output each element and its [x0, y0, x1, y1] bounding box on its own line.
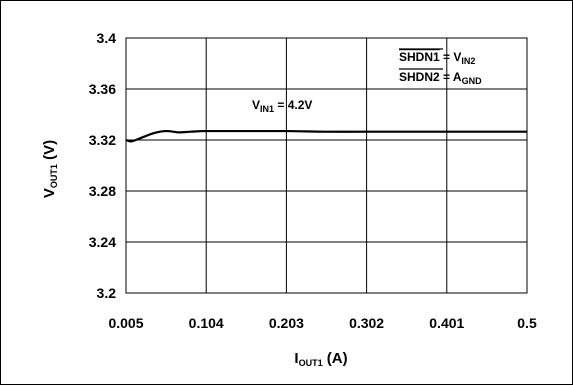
y-tick-label: 3.2	[97, 285, 117, 301]
plot-border	[125, 37, 528, 294]
y-axis-label: VOUT1 (V)	[41, 140, 59, 198]
x-tick-label: 0.005	[108, 315, 143, 331]
annotation-shdn2: SHDN2 = AGND	[399, 70, 482, 86]
x-tick-label: 0.203	[269, 315, 304, 331]
x-tick-label: 0.302	[349, 315, 384, 331]
y-tick-labels: 3.2 3.24 3.28 3.32 3.36 3.4	[89, 30, 116, 301]
x-tick-label: 0.104	[189, 315, 224, 331]
x-tick-label: 0.5	[517, 315, 537, 331]
x-tick-labels: 0.005 0.104 0.203 0.302 0.401 0.5	[108, 315, 536, 331]
y-tick-label: 3.36	[89, 81, 116, 97]
y-tick-label: 3.32	[89, 132, 116, 148]
x-axis-label: IOUT1 (A)	[294, 350, 347, 368]
x-tick-label: 0.401	[429, 315, 464, 331]
y-tick-label: 3.4	[97, 30, 117, 46]
series-line-vout1	[125, 129, 527, 143]
annotation-vin1: VIN1 = 4.2V	[252, 98, 312, 114]
y-tick-label: 3.24	[89, 234, 116, 250]
y-tick-label: 3.28	[89, 183, 116, 199]
annotation-shdn1: SHDN1 = VIN2	[399, 50, 475, 66]
